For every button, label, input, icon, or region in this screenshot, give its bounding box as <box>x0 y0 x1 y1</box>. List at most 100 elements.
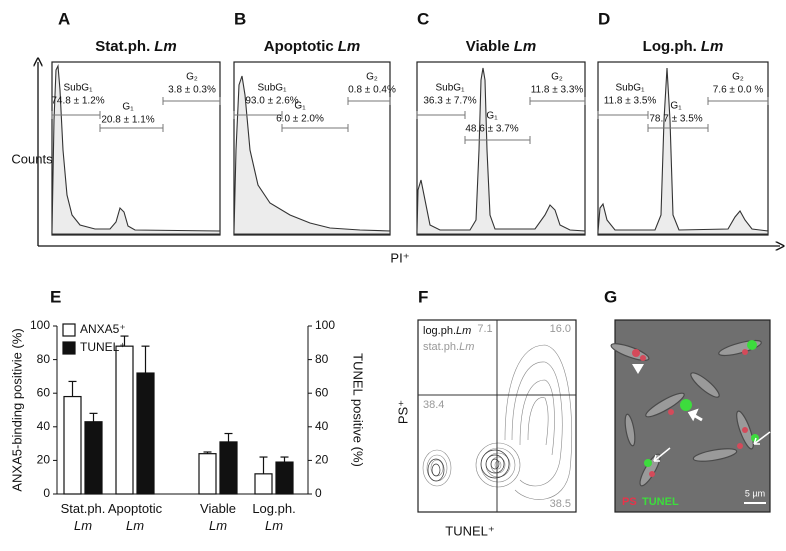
bar-panel: E 0 20 40 60 80 100 0 20 40 60 80 100 ANXA5-binding p… <box>9 287 365 533</box>
arrow-marker <box>653 447 671 462</box>
x-tick-label: Viable Lm <box>200 501 236 533</box>
y2-tick-label: 100 <box>315 318 335 332</box>
text-part: Lm <box>265 518 283 533</box>
histogram-curve <box>597 67 769 235</box>
gate-name: SubG₁ <box>616 83 646 94</box>
text-part: Stat.ph. <box>95 38 150 55</box>
gate-name: G₂ <box>551 72 563 83</box>
plot-frame <box>597 61 769 236</box>
text-part: Stat.ph. <box>61 501 106 516</box>
legend-label: TUNEL⁺ <box>80 340 126 354</box>
gate-name: SubG₁ <box>64 83 94 94</box>
panel-letter: A <box>58 9 70 28</box>
contours <box>422 344 573 500</box>
y2-tick-label: 0 <box>315 486 322 500</box>
x-tick-label: Log.ph. Lm <box>252 501 295 533</box>
gate-value: 11.8 ± 3.3% <box>531 85 584 96</box>
quadrant-value: 38.4 <box>423 399 444 411</box>
gate-name: G₁ <box>670 101 682 112</box>
gate-value: 93.0 ± 2.6% <box>245 96 298 107</box>
bar <box>254 473 273 495</box>
micrograph-panel: G PS TUNEL 5 µm <box>604 287 771 513</box>
y2-tick-label: 40 <box>315 419 329 433</box>
contours-dark <box>427 449 510 482</box>
arrow-marker <box>687 408 703 422</box>
gate-name: G₂ <box>366 72 378 83</box>
y-tick-label: 0 <box>43 486 50 500</box>
text-part: Log.ph. <box>643 38 697 55</box>
channel-label: PS <box>622 496 637 508</box>
plot-frame <box>51 61 221 236</box>
histogram-curve <box>416 67 586 235</box>
channel-label: TUNEL <box>642 496 679 508</box>
text-part: Viable <box>466 38 510 55</box>
plot-frame <box>416 61 586 236</box>
x-axis-label: TUNEL⁺ <box>445 523 494 538</box>
counts-label: Counts <box>11 151 53 166</box>
gate-name: G₁ <box>486 111 498 122</box>
gate-name: G₂ <box>186 72 198 83</box>
panel-title: Stat.ph. Lm <box>95 38 177 55</box>
legend-entry: stat.ph.Lm <box>423 341 474 353</box>
bar <box>115 345 134 495</box>
panel-title: Apoptotic Lm <box>264 38 360 55</box>
bar <box>84 421 103 495</box>
legend-swatch <box>62 341 76 355</box>
legend-swatch <box>62 323 76 337</box>
panel-letter: C <box>417 9 429 28</box>
text-part: Lm <box>209 518 227 533</box>
gate-value: 6.0 ± 2.0% <box>276 114 324 125</box>
text-part: Log.ph. <box>252 501 295 516</box>
legend-label: ANXA5⁺ <box>80 322 126 336</box>
gate-value: 78.7 ± 3.5% <box>649 114 702 125</box>
gate-value: 11.8 ± 3.5% <box>604 96 657 107</box>
text-part: Viable <box>200 501 236 516</box>
panel-letter: B <box>234 9 246 28</box>
text-part: Lm <box>74 518 92 533</box>
panel-title: Log.ph. Lm <box>643 38 724 55</box>
y-tick-label: 60 <box>37 385 51 399</box>
contour-panel: F log.ph.Lm stat.ph.Lm 7.1 16.0 38.4 38.… <box>395 287 577 538</box>
panel-letter: D <box>598 9 610 28</box>
x-tick-label: Apoptotic Lm <box>108 501 163 533</box>
text-part: Lm <box>126 518 144 533</box>
gate-name: G₁ <box>122 102 134 113</box>
gate-name: SubG₁ <box>436 83 466 94</box>
text-part: Apoptotic <box>264 38 334 55</box>
bar <box>219 441 238 495</box>
y-tick-label: 100 <box>30 318 50 332</box>
y-tick-label: 80 <box>37 352 51 366</box>
y2-tick-label: 60 <box>315 385 329 399</box>
panel-title: Viable Lm <box>466 38 536 55</box>
gate-value: 3.8 ± 0.3% <box>168 85 216 96</box>
y2-axis-label: TUNEL positive (%) <box>351 353 366 467</box>
arrow-marker <box>753 431 771 445</box>
legend-entry: log.ph.Lm <box>423 325 471 337</box>
text-part: Lm <box>154 38 177 55</box>
bar <box>136 372 155 495</box>
quadrant-value: 16.0 <box>550 323 571 335</box>
histogram-curve <box>51 63 221 235</box>
gate-name: SubG₁ <box>258 83 288 94</box>
histogram-curve <box>233 75 391 235</box>
y-tick-label: 20 <box>37 453 51 467</box>
scale-bar-label: 5 µm <box>745 488 765 498</box>
gate-value: 74.8 ± 1.2% <box>51 96 104 107</box>
panel-letter: E <box>50 287 61 306</box>
gate-value: 7.6 ± 0.0 % <box>713 85 764 96</box>
gate-name: G₁ <box>294 101 306 112</box>
x-tick-label: Stat.ph. Lm <box>61 501 106 533</box>
bar <box>275 461 294 495</box>
pi-label: PI⁺ <box>390 250 409 265</box>
quadrant-value: 38.5 <box>550 498 571 510</box>
gate-value: 0.8 ± 0.4% <box>348 85 396 96</box>
y-axis-label: PS⁺ <box>395 400 410 424</box>
cells <box>610 339 762 487</box>
text-part: Apoptotic <box>108 501 163 516</box>
gate-value: 36.3 ± 7.7% <box>423 96 476 107</box>
y-tick-label: 40 <box>37 419 51 433</box>
y2-tick-label: 20 <box>315 453 329 467</box>
gate-name: G₂ <box>732 72 744 83</box>
